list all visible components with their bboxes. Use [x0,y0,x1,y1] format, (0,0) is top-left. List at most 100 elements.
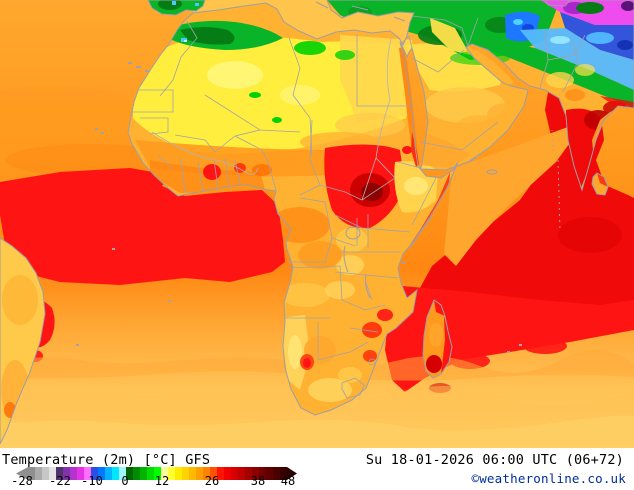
angola-zambia-patch [280,283,330,307]
atlas-frost-core [184,40,187,42]
legend-segment [28,467,35,480]
sicily-outline [315,1,329,9]
legend-tick-label: 0 [121,474,129,488]
border-eswatini [368,358,376,366]
legend-bar-segments [28,467,287,480]
legend-segment [35,467,42,480]
legend-segment [77,467,84,480]
canary-island-dot-3 [145,70,149,72]
socotra-outline [486,169,498,175]
legend-segment [49,467,56,480]
lake-tanganyika-outline [343,245,349,273]
tristan-dot [76,344,79,346]
copyright-link[interactable]: ©weatheronline.co.uk [471,471,626,486]
temperature-map-svg [0,0,634,448]
karakoram-frigid-core [621,1,634,11]
temperature-map [0,0,634,448]
libya-cool-patch [294,41,326,55]
legend-left-arrow-shape [16,467,28,480]
border-niger-nigeria-cameroon [234,135,277,191]
legend-title: Temperature (2m) [°C] GFS [2,452,211,468]
coastline-layer [0,0,634,445]
canary-island-dot-2 [136,66,141,68]
legend-segment [217,467,224,480]
sri-lanka-temperature-fields [597,173,608,187]
legend-segment [175,467,182,480]
border-sinai [401,35,413,49]
lake-victoria-outline [345,226,361,240]
border-southern-africa-states [285,265,386,361]
borders-layer [131,15,586,399]
eritrea-coast-hot-spot [402,146,412,154]
legend-segment [196,467,203,480]
legend-segment [210,467,217,480]
foothills-chill-spot [550,36,570,44]
lake-malawi-outline [365,273,371,299]
equatorial-atlantic-hot-region [0,168,285,285]
legend-segment [252,467,259,480]
somali-current-cool-wedge [444,122,585,266]
legend-segment [91,467,98,480]
legend-tick-label: 38 [250,474,266,488]
border-morocco-algeria [159,20,198,97]
tanzania-highlands-patch [336,255,364,275]
legend-segment [273,467,280,480]
ascension-dot [112,248,115,250]
border-lesotho [341,377,365,399]
indian-ocean-dark-patch [558,217,622,253]
legend-segment [42,467,49,480]
legend-segment [168,467,175,480]
iberia-frost-spot-2 [195,3,199,6]
zagros-cold-spot [513,19,523,25]
legend-tick-label: 26 [204,474,220,488]
border-senegal-mali [140,117,169,135]
tropical-atlantic-rim [5,144,175,176]
border-western-sahara [131,89,174,113]
himalaya-cold-core [617,40,633,50]
zambezi-hot-patch [377,309,393,321]
legend-segment [231,467,238,480]
ghana-hot-spot [203,164,221,180]
mesopotamia-warm-tongue [430,18,470,55]
zanzibar-dot [402,262,405,264]
lakshadweep-chain [551,129,555,156]
legend-segment [56,467,63,480]
legend-segment [161,467,168,480]
nile-river [361,37,396,201]
reunion-dot [507,351,510,353]
sahara-pale-patch-2 [280,85,320,105]
nw-india-mild-patch [546,72,574,88]
legend-right-arrow-shape [287,467,297,480]
legend-tick-label: 48 [280,474,296,488]
sri-lanka-hot-rim [597,173,608,187]
legend-segment [238,467,245,480]
st-helena-dot [168,300,171,302]
sindh-warm-patch [565,89,585,101]
legend-tick-label: 12 [154,474,170,488]
legend-panel: Temperature (2m) [°C] GFS Su 18-01-2026 … [0,448,634,490]
sahara-pale-patch [207,61,263,89]
cape-verde-dot-2 [101,132,104,134]
legend-segment [224,467,231,480]
madagascar-north-hot-tip [434,300,445,316]
nigeria-warm-patch [252,164,272,176]
legend-right-arrow [287,467,297,480]
mozambique-hot-patch [362,322,382,338]
legend-left-arrow [16,467,28,480]
legend-segment [189,467,196,480]
legend-segment [112,467,119,480]
namib-pale-core [288,335,302,369]
zambia-patch [325,281,355,299]
rivers-layer [151,37,396,201]
kabul-valley-patch [576,2,604,14]
ethiopian-highlands-core [404,177,428,195]
southern-ocean-band-3 [0,415,634,448]
kenya-highlands-patch [336,228,368,252]
legend-segment [63,467,70,480]
legend-segment [203,467,210,480]
border-libya-egypt-sudan [356,34,413,107]
himalaya-cold-spot [586,32,614,44]
persian-gulf [466,47,514,85]
cyprus-outline [393,16,406,22]
legend-segment [105,467,112,480]
